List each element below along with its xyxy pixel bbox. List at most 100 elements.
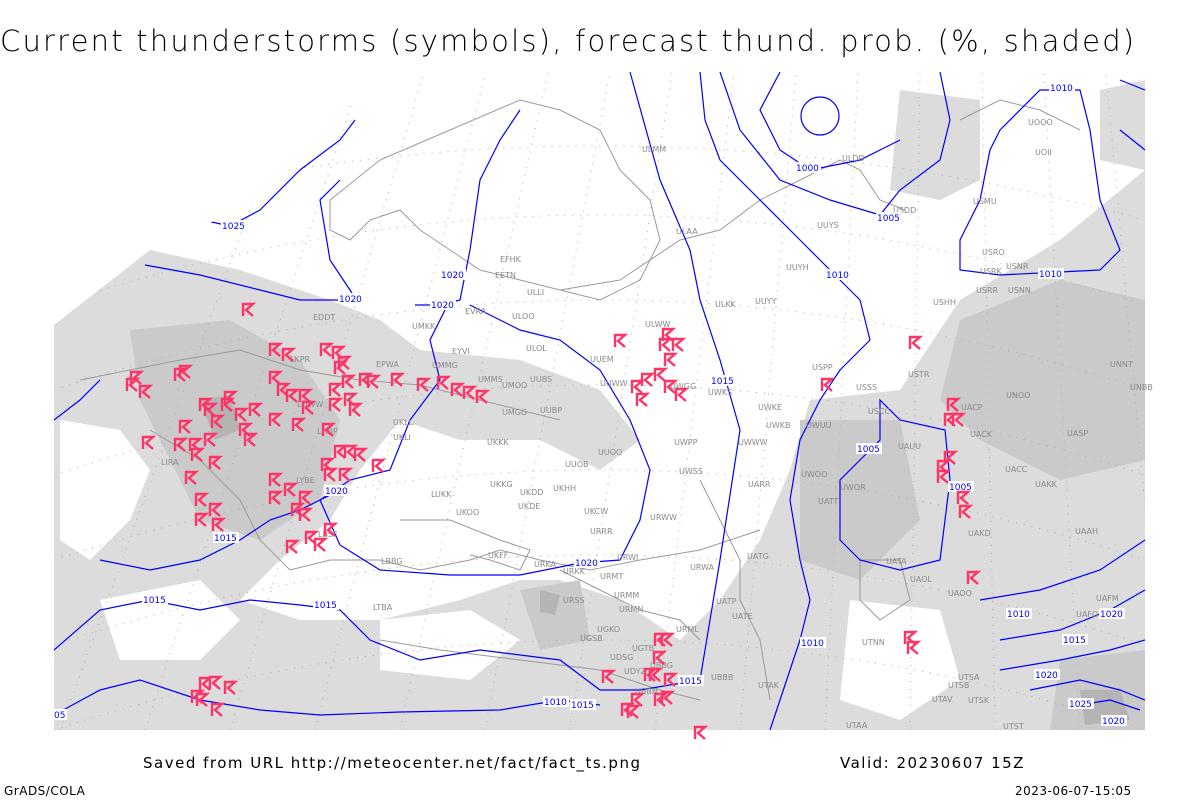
isobar-label: 1020: [1102, 717, 1125, 727]
thunderstorm-symbol-icon: [630, 692, 646, 707]
thunderstorm-symbol-icon: [178, 419, 194, 434]
thunderstorm-symbol-icon: [276, 382, 292, 397]
station-label: UTST: [1003, 722, 1024, 731]
station-label: UKFF: [488, 551, 509, 560]
isobar-label: 1020: [1100, 610, 1123, 620]
station-label: UACK: [970, 430, 993, 439]
station-label: LIRA: [161, 458, 179, 467]
meridian-line: [399, 72, 549, 730]
thunderstorm-symbol-icon: [210, 414, 226, 429]
isobar-label-background: [213, 532, 239, 543]
station-label: UUEM: [590, 355, 614, 364]
thunderstorm-symbol-icon: [626, 704, 642, 719]
thunderstorm-symbol-icon: [320, 457, 336, 472]
station-label: UAAH: [1075, 527, 1098, 536]
thunderstorm-probability-shading: [54, 80, 1145, 730]
isobar-label: 1015: [571, 701, 594, 711]
station-label: LBSF: [318, 530, 338, 539]
thunderstorm-symbol-icon: [416, 377, 432, 392]
thunderstorm-symbol-icon: [366, 374, 382, 389]
station-label: UBBN: [635, 687, 658, 696]
thunderstorm-symbol-icon: [268, 472, 284, 487]
isobar-label-background: [1062, 634, 1088, 645]
station-label: UAUU: [898, 442, 921, 451]
software-credit: GrADS/COLA: [4, 784, 86, 798]
isobar-label-background: [876, 212, 902, 223]
isobar-label-background: [570, 699, 596, 710]
thunderstorm-symbol-icon: [640, 372, 656, 387]
station-label: URWA: [690, 563, 715, 572]
station-label: EFHK: [500, 255, 522, 264]
isobar-label-background: [543, 696, 569, 707]
isobar-label-background: [1034, 669, 1060, 680]
station-label: ULLI: [527, 288, 544, 297]
isobar-label: 1000: [796, 164, 819, 174]
thunderstorm-symbol-icon: [630, 379, 646, 394]
thunderstorm-symbol-icon: [268, 490, 284, 505]
isobar-label-background: [440, 269, 466, 280]
station-label: UWGG: [670, 382, 696, 391]
thunderstorm-symbol-icon: [141, 435, 157, 450]
thunderstorm-symbol-icon: [173, 437, 189, 452]
station-label: UMGG: [502, 408, 527, 417]
thunderstorm-symbol-icon: [234, 407, 250, 422]
thunderstorm-symbol-icon: [268, 342, 284, 357]
thunderstorm-symbol-icon: [178, 364, 194, 379]
thunderstorm-symbol-icon: [208, 502, 224, 517]
isobar-label: 1010: [826, 271, 849, 281]
station-label: URMT: [600, 572, 623, 581]
parallel-line: [54, 145, 1145, 221]
thunderstorm-symbol-icon: [653, 692, 669, 707]
station-label: UKCW: [584, 507, 608, 516]
station-label: UKDE: [518, 502, 540, 511]
isobar-label: 1005: [949, 483, 972, 493]
station-label: UAKD: [968, 529, 991, 538]
isobar-label: 1025: [1069, 700, 1092, 710]
thunderstorm-symbol-icon: [304, 530, 320, 545]
station-label: UMMS: [478, 375, 503, 384]
station-label: UUBP: [540, 406, 562, 415]
station-label: UMMG: [432, 361, 458, 370]
station-label: USDD: [893, 206, 916, 215]
station-label: UMKK: [412, 322, 436, 331]
isobar-label-background: [710, 375, 736, 386]
station-label: URWW: [650, 513, 677, 522]
isobar-label: 1015: [214, 534, 237, 544]
station-label: UWUU: [806, 421, 832, 430]
station-label: URRR: [590, 527, 613, 536]
station-label: UAOL: [910, 575, 932, 584]
station-label: USNN: [1008, 286, 1031, 295]
station-label: UBBB: [711, 673, 733, 682]
station-label: UWKS: [708, 388, 732, 397]
station-label: UWOO: [801, 470, 827, 479]
valid-time-text: Valid: 20230607 15Z: [840, 754, 1025, 772]
thunderstorm-symbol-icon: [125, 377, 141, 392]
thunderstorm-symbol-icon: [291, 417, 307, 432]
isobar-label: 1005: [857, 445, 880, 455]
isobar-label: 1010: [544, 698, 567, 708]
station-label: URKK: [563, 567, 586, 576]
thunderstorm-symbol-icon: [210, 702, 226, 717]
station-label: UTAK: [758, 681, 780, 690]
thunderstorm-symbol-icon: [671, 337, 687, 352]
isobar-label: 1005: [877, 214, 900, 224]
station-label: LBBG: [381, 557, 403, 566]
thunderstorm-symbol-icon: [601, 669, 617, 684]
thunderstorm-symbol-icon: [301, 400, 317, 415]
thunderstorm-symbol-icon: [328, 382, 344, 397]
thunderstorm-symbol-icon: [906, 640, 922, 655]
station-label: UGTB: [632, 644, 654, 653]
station-label: ULOO: [512, 312, 535, 321]
isobar-label: 1015: [679, 677, 702, 687]
thunderstorm-symbol-icon: [211, 517, 227, 532]
thunderstorm-symbol-icon: [475, 389, 491, 404]
thunderstorm-symbol-icon: [613, 333, 629, 348]
station-label: UACP: [961, 403, 983, 412]
thunderstorm-symbol-icon: [319, 342, 335, 357]
station-label: UATP: [716, 597, 737, 606]
station-label: LUKK: [431, 490, 452, 499]
station-label: UAKK: [1035, 480, 1058, 489]
station-label: URSS: [563, 596, 585, 605]
thunderstorm-symbol-icon: [390, 372, 406, 387]
station-label: UUOO: [598, 448, 622, 457]
